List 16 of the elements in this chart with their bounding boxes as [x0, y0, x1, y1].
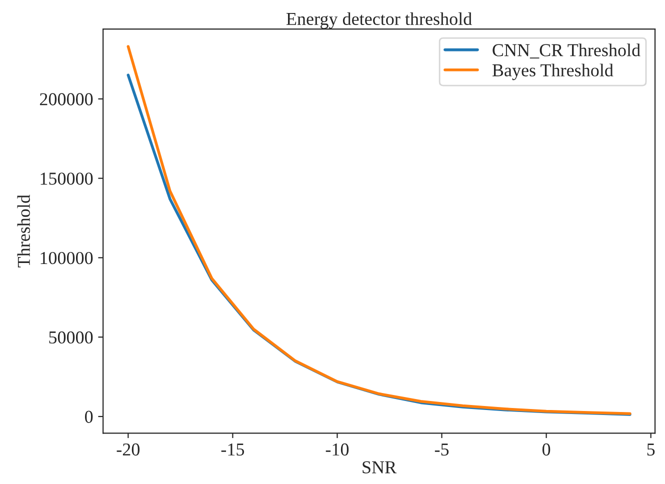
y-tick-label: 150000: [40, 172, 93, 185]
x-tick-label: 0: [542, 443, 550, 456]
x-tick-label: -20: [116, 443, 140, 456]
x-tick-label: -10: [326, 443, 349, 456]
y-tick-label: 50000: [49, 331, 93, 344]
y-axis-title: Threshold: [17, 194, 30, 268]
y-tick-label: 200000: [40, 93, 93, 106]
x-tick-label: -15: [221, 444, 244, 456]
x-tick-label: 5: [647, 444, 655, 456]
legend-label: CNN_CR Threshold: [492, 44, 640, 58]
legend-label: Bayes Threshold: [492, 64, 614, 80]
x-tick-label: -5: [434, 444, 449, 456]
y-tick-label: 100000: [40, 252, 93, 264]
x-axis-title: SNR: [362, 461, 397, 474]
y-tick-label: 0: [85, 410, 93, 423]
chart-title: Energy detector threshold: [286, 12, 472, 29]
